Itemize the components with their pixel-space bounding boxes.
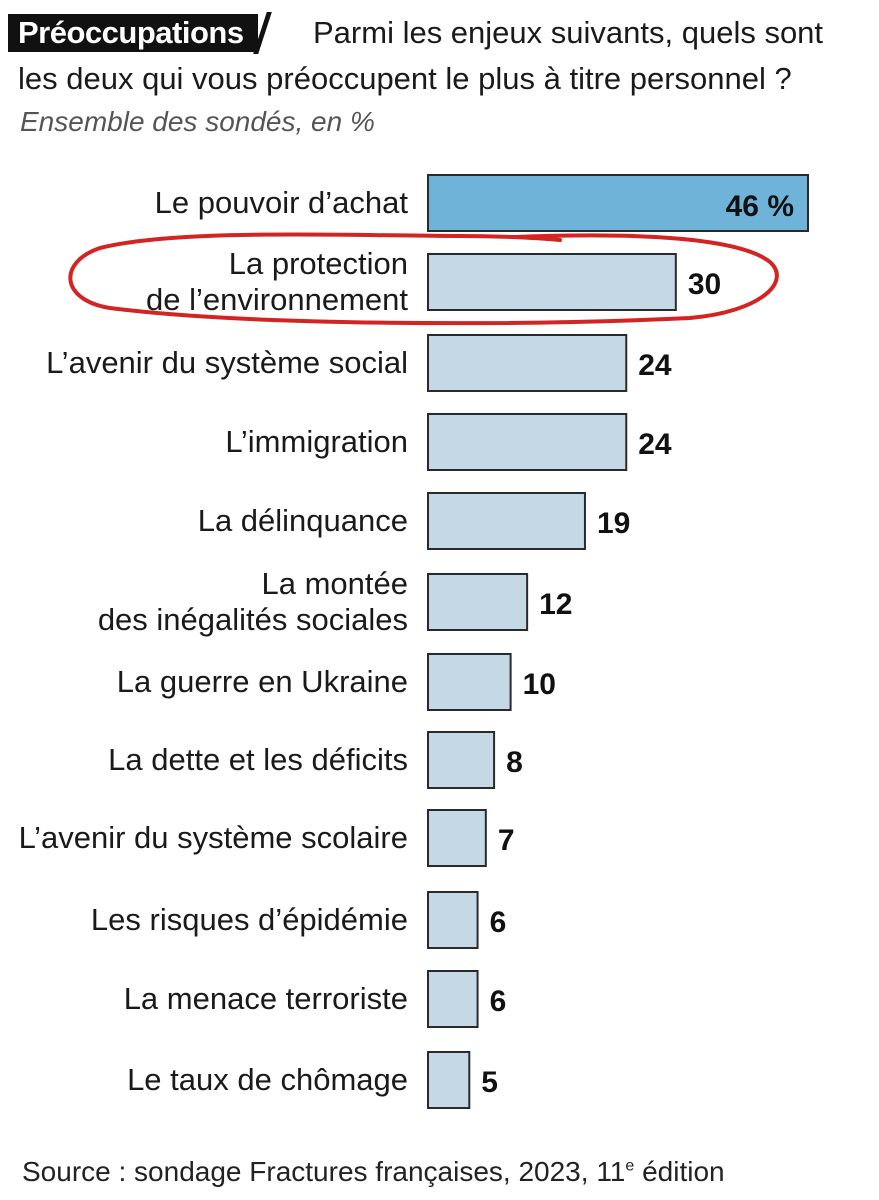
value-label-3: 24	[638, 428, 672, 461]
bar-1	[427, 253, 677, 311]
bar-11	[427, 1051, 471, 1109]
bar-6	[427, 653, 512, 711]
bar-0	[427, 174, 809, 232]
value-label-11: 5	[481, 1066, 498, 1099]
category-label-3: L’immigration	[225, 424, 408, 459]
question-line-1: Parmi les enjeux suivants, quels sont	[313, 15, 824, 50]
value-label-5: 12	[539, 588, 572, 621]
bar-5	[427, 573, 529, 631]
source-suffix: édition	[634, 1156, 725, 1187]
bar-8	[427, 809, 487, 867]
bar-3	[427, 413, 628, 471]
value-label-0: 46 %	[726, 190, 794, 223]
bar-7	[427, 731, 496, 789]
value-label-1: 30	[688, 268, 721, 301]
category-label-5-line-1: des inégalités sociales	[98, 602, 408, 637]
category-label-5-line-0: La montée	[262, 566, 409, 601]
category-label-8: L’avenir du système scolaire	[19, 820, 408, 855]
value-label-9: 6	[490, 906, 507, 939]
value-label-8: 7	[498, 824, 515, 857]
bar-9	[427, 891, 479, 949]
category-label-10: La menace terroriste	[124, 981, 408, 1016]
topic-tag: Préoccupations	[8, 14, 258, 52]
category-label-11: Le taux de chômage	[127, 1062, 408, 1097]
category-label-2: L’avenir du système social	[46, 345, 408, 380]
category-label-1-line-0: La protection	[229, 246, 408, 281]
category-label-1-line-1: de l’environnement	[146, 282, 408, 317]
category-label-7: La dette et les déficits	[108, 742, 408, 777]
source-text: Source : sondage Fractures françaises, 2…	[22, 1156, 626, 1187]
category-label-0: Le pouvoir d’achat	[155, 185, 409, 220]
value-label-6: 10	[523, 668, 556, 701]
annotation-circle	[68, 232, 779, 326]
chart-header: Préoccupations Parmi les enjeux suivants…	[8, 10, 873, 137]
question-line-2: les deux qui vous préoccupent le plus à …	[18, 61, 792, 96]
source-note: Source : sondage Fractures françaises, 2…	[22, 1156, 725, 1188]
chart-subtitle: Ensemble des sondés, en %	[20, 106, 375, 137]
bar-4	[427, 492, 586, 550]
source-superscript: e	[625, 1157, 635, 1175]
value-label-10: 6	[490, 985, 507, 1018]
value-label-2: 24	[638, 349, 672, 382]
category-label-6: La guerre en Ukraine	[117, 664, 408, 699]
value-label-4: 19	[597, 507, 630, 540]
category-label-4: La délinquance	[198, 503, 408, 538]
title-line: Préoccupations Parmi les enjeux suivants…	[8, 10, 873, 54]
value-label-7: 8	[506, 746, 523, 779]
category-label-9: Les risques d’épidémie	[91, 902, 408, 937]
bar-10	[427, 970, 479, 1028]
bar-2	[427, 334, 628, 392]
